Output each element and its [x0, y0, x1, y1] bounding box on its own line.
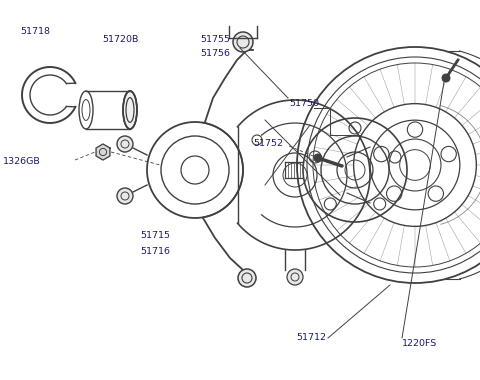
Text: 51720B: 51720B [102, 35, 138, 44]
Circle shape [233, 32, 253, 52]
Text: 51718: 51718 [20, 27, 50, 36]
Circle shape [442, 74, 450, 82]
Text: 51755: 51755 [200, 35, 230, 44]
Text: 51756: 51756 [200, 49, 230, 59]
Polygon shape [96, 144, 110, 160]
Circle shape [287, 269, 303, 285]
Text: 51752: 51752 [253, 138, 283, 147]
Ellipse shape [123, 91, 137, 129]
Text: 1326GB: 1326GB [3, 157, 41, 166]
Text: 51716: 51716 [140, 247, 170, 255]
Circle shape [117, 136, 133, 152]
Circle shape [314, 154, 322, 162]
Text: 1220FS: 1220FS [402, 339, 437, 348]
Circle shape [117, 188, 133, 204]
Text: 51715: 51715 [140, 231, 170, 239]
Text: 51712: 51712 [296, 334, 326, 342]
Text: 51750: 51750 [289, 100, 319, 109]
Circle shape [238, 269, 256, 287]
